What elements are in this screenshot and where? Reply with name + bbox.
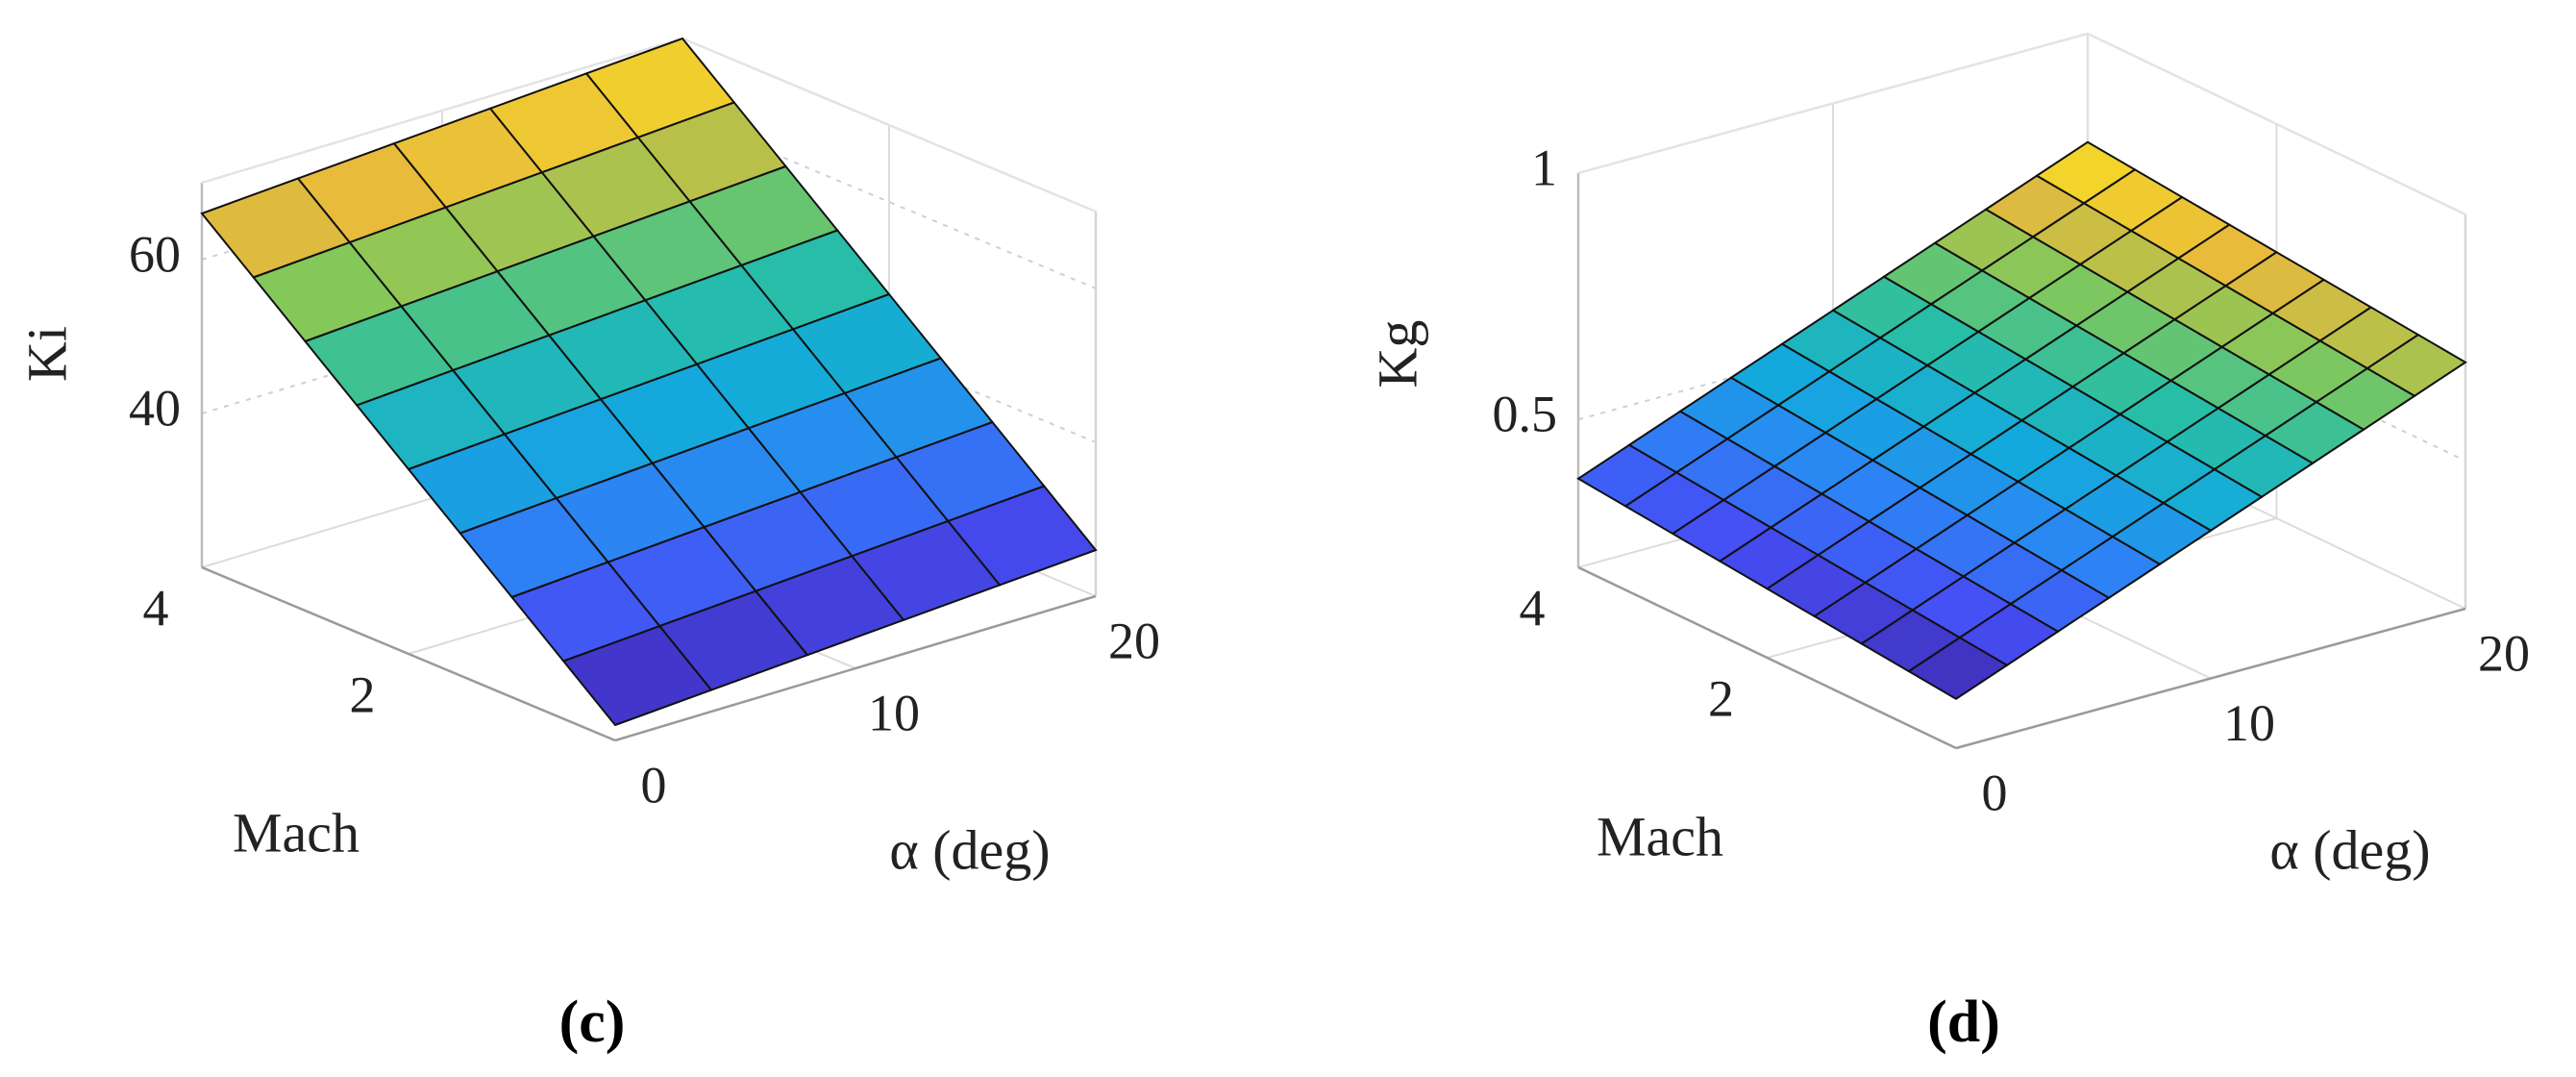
box-edge xyxy=(1577,32,2089,175)
box-edge xyxy=(1955,607,2466,750)
y-tick-label: 4 xyxy=(1520,579,1546,637)
y-tick-label: 2 xyxy=(350,665,376,723)
y-axis-label: Mach xyxy=(233,801,359,864)
z-tick-label: 60 xyxy=(129,225,181,283)
x-tick-label: 10 xyxy=(2223,694,2275,752)
box-edge xyxy=(681,37,1097,213)
surface-cell xyxy=(561,624,713,727)
z-axis-label: Ki xyxy=(15,326,78,382)
box-edge xyxy=(1577,565,1957,750)
caption: (d) xyxy=(1927,989,2000,1055)
x-tick-label: 0 xyxy=(641,756,667,814)
z-tick-label: 40 xyxy=(129,379,181,437)
x-tick-label: 20 xyxy=(1108,612,1160,669)
caption: (c) xyxy=(559,989,626,1055)
box-edge xyxy=(201,37,683,185)
x-axis-label: α (deg) xyxy=(889,818,1050,881)
z-grid-line xyxy=(201,113,1097,289)
z-tick-label: 0.5 xyxy=(1493,386,1558,443)
surface-cell xyxy=(1906,636,2009,700)
x-tick-label: 20 xyxy=(2478,624,2530,682)
box-edge xyxy=(2087,32,2466,216)
z-tick-label: 1 xyxy=(1531,138,1557,196)
box-edge xyxy=(201,565,616,742)
box-edge xyxy=(614,594,1097,742)
y-tick-label: 2 xyxy=(1708,669,1734,727)
z-axis-label: Kg xyxy=(1366,320,1428,388)
x-tick-label: 10 xyxy=(868,684,920,741)
x-tick-label: 0 xyxy=(1982,764,2008,821)
y-axis-label: Mach xyxy=(1597,805,1723,867)
x-axis-label: α (deg) xyxy=(2269,818,2430,881)
y-tick-label: 4 xyxy=(143,579,169,637)
